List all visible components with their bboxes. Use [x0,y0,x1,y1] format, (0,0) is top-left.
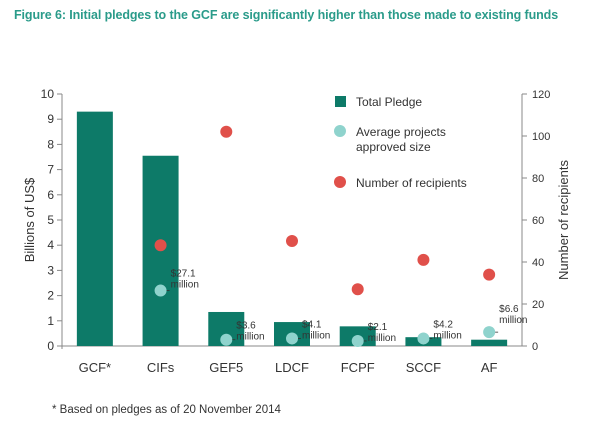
left-tick-label: 10 [41,87,55,101]
recipients-marker [351,283,364,296]
annotation-label: $2.1 [368,322,388,333]
annotation-label: million [433,330,461,341]
y2-axis-title: Number of recipients [556,160,571,280]
legend-swatch-recipients [334,176,346,188]
legend-label-avg: Average projects [356,125,446,139]
avg-marker [154,284,167,297]
recipients-marker [417,253,430,266]
footnote: * Based on pledges as of 20 November 201… [52,404,281,416]
left-tick-label: 4 [47,238,54,252]
left-tick-label: 8 [47,137,54,151]
legend-label-avg: approved size [356,140,431,154]
x-tick-label: GCF* [79,360,112,375]
figure-title: Figure 6: Initial pledges to the GCF are… [14,8,559,22]
right-tick-label: 40 [532,257,544,269]
left-tick-label: 5 [47,213,54,227]
legend-label-total: Total Pledge [356,95,422,109]
annotation-label: million [236,332,264,343]
avg-marker [417,332,430,345]
annotation-label: million [302,330,330,341]
right-tick-label: 20 [532,299,544,311]
left-tick-label: 3 [47,263,54,277]
right-tick-label: 80 [532,173,544,185]
bar-af [471,339,508,346]
recipients-marker [154,239,167,252]
recipients-marker [220,125,233,138]
annotation-label: $27.1 [171,269,196,280]
y-axis-title: Billions of US$ [22,177,37,262]
annotation-label: $6.6 [499,304,519,315]
right-tick-label: 60 [532,215,544,227]
right-tick-label: 0 [532,341,538,353]
avg-marker [351,334,364,347]
bar-gcf [76,111,113,346]
x-tick-label: GEF5 [209,360,243,375]
avg-marker [286,332,298,345]
annotation-label: $4.2 [433,319,453,330]
left-tick-label: 1 [47,314,54,328]
annotation-label: million [368,333,396,344]
recipients-marker [286,235,298,247]
x-tick-label: LDCF [275,360,309,375]
left-tick-label: 9 [47,112,54,126]
legend-label-recipients: Number of recipients [356,176,467,190]
annotation-label: million [499,315,527,326]
left-tick-label: 7 [47,163,54,177]
x-tick-label: AF [481,360,498,375]
left-tick-label: 2 [47,289,54,303]
left-tick-label: 6 [47,188,54,202]
legend-swatch-avg [334,125,346,137]
avg-marker [483,326,496,339]
annotation-label: million [171,280,199,291]
legend-swatch-total [335,96,346,107]
avg-marker [220,333,233,346]
left-tick-label: 0 [47,339,54,353]
annotation-label: $3.6 [236,321,256,332]
right-tick-label: 120 [532,89,550,101]
recipients-marker [483,268,496,281]
x-tick-label: CIFs [147,360,175,375]
annotation-label: $4.1 [302,319,322,330]
x-tick-label: FCPF [341,360,375,375]
right-tick-label: 100 [532,131,550,143]
x-tick-label: SCCF [406,360,441,375]
